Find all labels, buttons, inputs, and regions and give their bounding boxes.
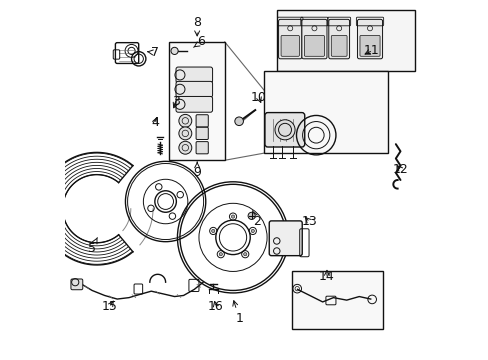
FancyBboxPatch shape (304, 36, 324, 56)
Text: 6: 6 (193, 35, 205, 49)
FancyBboxPatch shape (330, 36, 346, 56)
Circle shape (234, 117, 243, 126)
Circle shape (179, 114, 191, 127)
Circle shape (179, 141, 191, 154)
FancyBboxPatch shape (196, 127, 208, 139)
FancyBboxPatch shape (278, 19, 301, 59)
Bar (264, 71, 387, 153)
FancyBboxPatch shape (359, 36, 379, 56)
Bar (169, 42, 224, 160)
Bar (276, 10, 414, 71)
Text: 10: 10 (250, 91, 266, 104)
Text: 3: 3 (172, 95, 180, 108)
Circle shape (179, 127, 191, 140)
Circle shape (251, 229, 254, 233)
Text: 8: 8 (193, 16, 201, 36)
Circle shape (247, 212, 255, 220)
FancyBboxPatch shape (196, 115, 208, 127)
Circle shape (219, 253, 222, 256)
Text: 7: 7 (147, 46, 159, 59)
FancyBboxPatch shape (176, 96, 212, 112)
Circle shape (211, 229, 214, 233)
Circle shape (171, 47, 178, 54)
Circle shape (274, 120, 294, 140)
FancyBboxPatch shape (176, 67, 212, 83)
Text: 9: 9 (193, 162, 201, 179)
Circle shape (231, 215, 234, 218)
FancyBboxPatch shape (328, 19, 349, 59)
Text: 2: 2 (252, 211, 261, 228)
FancyBboxPatch shape (301, 19, 326, 59)
FancyBboxPatch shape (196, 141, 208, 154)
Circle shape (243, 253, 246, 256)
Text: 16: 16 (207, 300, 223, 313)
Text: 13: 13 (301, 215, 316, 228)
FancyBboxPatch shape (269, 221, 302, 256)
Text: 1: 1 (232, 301, 243, 325)
Text: 5: 5 (88, 238, 97, 255)
Bar (291, 271, 383, 329)
Text: 14: 14 (319, 270, 334, 283)
FancyBboxPatch shape (176, 81, 212, 97)
FancyBboxPatch shape (281, 36, 299, 56)
FancyBboxPatch shape (71, 279, 82, 290)
FancyBboxPatch shape (264, 113, 304, 147)
Text: 4: 4 (151, 116, 159, 129)
Text: 12: 12 (392, 163, 407, 176)
FancyBboxPatch shape (357, 19, 382, 59)
Text: 15: 15 (102, 300, 118, 313)
Text: 11: 11 (363, 44, 379, 57)
